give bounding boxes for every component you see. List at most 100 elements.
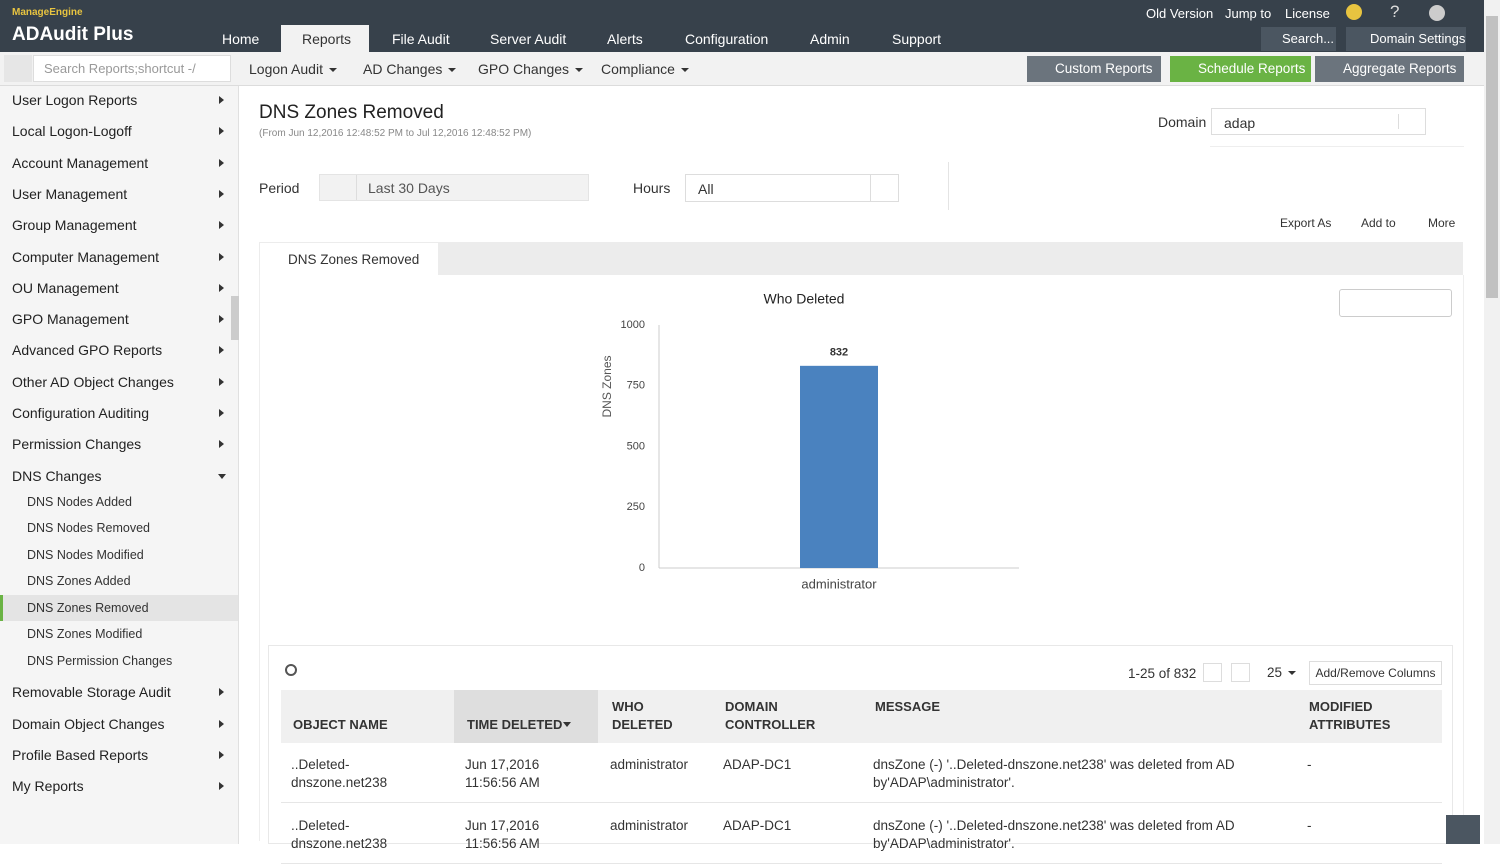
- domain-select[interactable]: adap: [1211, 108, 1426, 135]
- column-header[interactable]: WHO DELETED: [612, 699, 673, 732]
- sidebar-subitem[interactable]: DNS Zones Added: [27, 574, 131, 589]
- columns-button[interactable]: Add/Remove Columns: [1309, 661, 1442, 685]
- menu-dropdown[interactable]: GPO Changes: [478, 61, 584, 77]
- toolbar-button[interactable]: Aggregate Reports: [1315, 56, 1464, 82]
- column-header[interactable]: MODIFIED ATTRIBUTES: [1309, 699, 1391, 732]
- toolbar-button[interactable]: Schedule Reports: [1170, 56, 1311, 82]
- sidebar-item[interactable]: Account Management: [12, 154, 149, 171]
- sidebar-item[interactable]: GPO Management: [12, 311, 129, 328]
- hours-label: Hours: [633, 180, 671, 196]
- search-input[interactable]: Search Reports;shortcut -/: [33, 55, 231, 82]
- sidebar-item[interactable]: My Reports: [12, 778, 84, 795]
- sidebar-arrow[interactable]: [219, 782, 224, 791]
- sidebar-item[interactable]: Local Logon-Logoff: [12, 123, 132, 140]
- nav-tab[interactable]: Home: [222, 31, 260, 47]
- nav-tab[interactable]: Alerts: [607, 31, 643, 47]
- sidebar-arrow[interactable]: [219, 315, 224, 324]
- nav-tab[interactable]: Server Audit: [490, 31, 567, 47]
- menu-dropdown[interactable]: AD Changes: [363, 61, 457, 77]
- more-action[interactable]: More: [1428, 216, 1456, 230]
- sort-arrow[interactable]: [563, 722, 571, 727]
- scroll-thumb[interactable]: [1486, 16, 1498, 298]
- top-link[interactable]: License: [1285, 6, 1330, 21]
- sidebar-arrow[interactable]: [219, 221, 224, 230]
- sidebar-arrow[interactable]: [219, 751, 224, 759]
- sidebar-arrow[interactable]: [219, 719, 224, 728]
- sidebar-arrow[interactable]: [219, 409, 224, 417]
- domain-label: Domain: [1158, 114, 1207, 130]
- sidebar-item[interactable]: Advanced GPO Reports: [12, 342, 163, 359]
- sidebar-item[interactable]: DNS Changes: [12, 467, 102, 484]
- user-icon[interactable]: [1429, 5, 1445, 21]
- sidebar-arrow[interactable]: [219, 96, 224, 104]
- sidebar-arrow[interactable]: [219, 252, 224, 261]
- chart-tools[interactable]: [1339, 289, 1452, 317]
- sidebar-item[interactable]: OU Management: [12, 279, 119, 296]
- toolbar-button[interactable]: Custom Reports: [1027, 56, 1161, 82]
- caret: [1288, 671, 1297, 676]
- search-button[interactable]: Search...: [1261, 27, 1336, 51]
- nav-tab[interactable]: File Audit: [392, 31, 450, 47]
- sidebar-arrow[interactable]: [219, 688, 224, 697]
- sidebar-arrow[interactable]: [219, 158, 224, 167]
- caret: [448, 68, 457, 73]
- period-label: Period: [259, 180, 300, 196]
- notification-icon[interactable]: [1346, 4, 1362, 20]
- menu-dropdown[interactable]: Logon Audit: [249, 61, 337, 77]
- sidebar-subitem[interactable]: DNS Permission Changes: [27, 653, 173, 668]
- top-link[interactable]: Jump to: [1225, 6, 1272, 21]
- nav-tab[interactable]: Reports: [302, 31, 352, 47]
- sidebar-item[interactable]: Configuration Auditing: [12, 405, 149, 421]
- export-action[interactable]: Export As: [1280, 216, 1332, 230]
- hours-select[interactable]: All: [685, 174, 899, 202]
- calendar-icon: [320, 175, 357, 200]
- sidebar-item[interactable]: User Logon Reports: [12, 92, 138, 108]
- product-name[interactable]: ADAudit Plus: [12, 24, 134, 45]
- sidebar-arrow[interactable]: [218, 473, 226, 479]
- sidebar-subitem[interactable]: DNS Zones Modified: [27, 627, 143, 642]
- nav-tab[interactable]: Support: [892, 31, 942, 47]
- nav-tab[interactable]: Admin: [810, 31, 850, 47]
- sidebar-subitem[interactable]: DNS Zones Removed: [27, 600, 149, 615]
- brand: ManageEngine: [12, 7, 83, 18]
- sidebar-arrow[interactable]: [219, 346, 224, 355]
- caret: [680, 68, 689, 73]
- top-link[interactable]: Old Version: [1146, 6, 1214, 21]
- sidebar-arrow[interactable]: [219, 440, 224, 449]
- column-header[interactable]: OBJECT NAME: [293, 717, 388, 732]
- sidebar-arrow[interactable]: [219, 283, 224, 292]
- page-size[interactable]: 25: [1267, 665, 1297, 680]
- sidebar-subitem[interactable]: DNS Nodes Removed: [27, 521, 150, 536]
- period-value: Last 30 Days: [368, 180, 450, 196]
- last-page[interactable]: [1231, 663, 1250, 682]
- sidebar-item[interactable]: Computer Management: [12, 248, 160, 265]
- menu-dropdown[interactable]: Compliance: [601, 61, 689, 77]
- period-select[interactable]: Last 30 Days: [319, 174, 589, 201]
- add-to-action[interactable]: Add to: [1361, 216, 1396, 230]
- column-header[interactable]: TIME DELETED: [467, 717, 563, 732]
- domain-settings-button[interactable]: Domain Settings: [1346, 27, 1466, 51]
- sidebar-arrow[interactable]: [219, 127, 224, 136]
- sidebar-item[interactable]: User Management: [12, 185, 128, 202]
- sidebar-item[interactable]: Other AD Object Changes: [12, 373, 174, 390]
- sidebar-item[interactable]: Removable Storage Audit: [12, 684, 171, 701]
- table-search-icon[interactable]: [285, 664, 297, 676]
- sidebar-subitem[interactable]: DNS Nodes Added: [27, 494, 132, 509]
- report-tab[interactable]: DNS Zones Removed: [260, 243, 438, 276]
- sidebar-toggle[interactable]: [231, 296, 239, 340]
- sidebar-arrow[interactable]: [219, 189, 224, 198]
- sidebar-item[interactable]: Permission Changes: [12, 436, 142, 453]
- report-title: DNS Zones Removed: [259, 102, 444, 123]
- next-page[interactable]: [1203, 663, 1222, 682]
- column-header[interactable]: MESSAGE: [875, 699, 941, 714]
- sidebar-item[interactable]: Domain Object Changes: [12, 715, 165, 732]
- sidebar-subitem[interactable]: DNS Nodes Modified: [27, 547, 144, 562]
- chart-title: Who Deleted: [764, 291, 845, 307]
- column-header[interactable]: DOMAIN CONTROLLER: [725, 699, 816, 732]
- chat-button[interactable]: [1446, 815, 1480, 844]
- sidebar-item[interactable]: Profile Based Reports: [12, 747, 149, 763]
- sidebar-arrow[interactable]: [219, 377, 224, 386]
- sidebar-item[interactable]: Group Management: [12, 217, 137, 234]
- nav-tab[interactable]: Configuration: [685, 31, 769, 47]
- help-icon[interactable]: ?: [1390, 2, 1400, 21]
